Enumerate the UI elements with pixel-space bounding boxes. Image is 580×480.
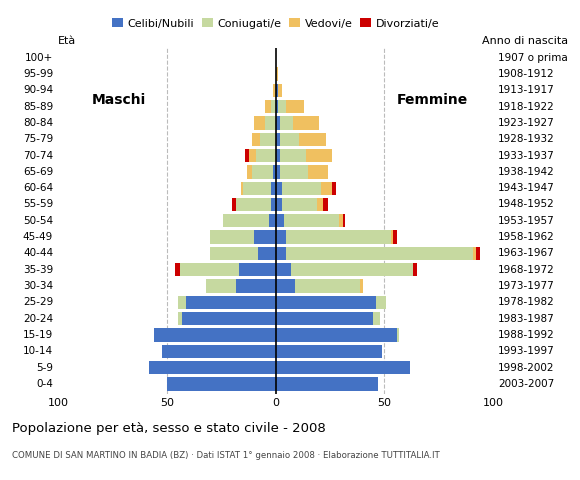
Bar — [252, 132, 260, 146]
Bar — [276, 345, 382, 358]
Bar — [376, 296, 386, 309]
Bar — [245, 149, 249, 162]
Bar — [276, 328, 397, 342]
Bar — [476, 247, 480, 260]
Bar — [273, 84, 276, 97]
Bar — [280, 149, 306, 162]
Legend: Celibi/Nubili, Coniugati/e, Vedovi/e, Divorziati/e: Celibi/Nubili, Coniugati/e, Vedovi/e, Di… — [107, 14, 444, 33]
Bar — [280, 132, 299, 146]
Bar — [295, 279, 360, 293]
Bar — [276, 230, 287, 244]
Bar — [252, 165, 273, 179]
Bar — [273, 165, 276, 179]
Bar — [167, 377, 276, 391]
Bar — [284, 214, 339, 228]
Bar — [282, 198, 317, 211]
Bar — [232, 198, 237, 211]
Bar — [238, 263, 276, 276]
Bar — [271, 198, 276, 211]
Bar — [236, 198, 271, 211]
Bar — [258, 247, 276, 260]
Bar — [393, 230, 397, 244]
Bar — [249, 149, 256, 162]
Bar — [276, 181, 282, 195]
Bar — [339, 214, 343, 228]
Bar — [287, 230, 391, 244]
Bar — [332, 181, 336, 195]
Bar — [177, 296, 186, 309]
Bar — [276, 377, 378, 391]
Text: Anno di nascita: Anno di nascita — [483, 36, 568, 46]
Text: Popolazione per età, sesso e stato civile - 2008: Popolazione per età, sesso e stato civil… — [12, 422, 325, 435]
Bar — [308, 165, 328, 179]
Text: Femmine: Femmine — [397, 93, 467, 107]
Bar — [237, 279, 276, 293]
Bar — [271, 181, 276, 195]
Bar — [223, 214, 269, 228]
Bar — [276, 214, 284, 228]
Bar — [287, 100, 304, 113]
Bar — [264, 116, 276, 130]
Bar — [391, 230, 393, 244]
Bar — [276, 361, 411, 374]
Bar — [276, 84, 278, 97]
Bar — [243, 181, 271, 195]
Bar — [293, 116, 319, 130]
Bar — [276, 116, 280, 130]
Bar — [271, 100, 276, 113]
Bar — [254, 116, 264, 130]
Bar — [210, 247, 258, 260]
Bar — [276, 198, 282, 211]
Bar — [306, 149, 332, 162]
Bar — [317, 198, 323, 211]
Bar — [282, 181, 321, 195]
Bar — [276, 100, 278, 113]
Text: Età: Età — [58, 36, 76, 47]
Bar — [256, 149, 276, 162]
Bar — [287, 247, 473, 260]
Text: COMUNE DI SAN MARTINO IN BADIA (BZ) · Dati ISTAT 1° gennaio 2008 · Elaborazione : COMUNE DI SAN MARTINO IN BADIA (BZ) · Da… — [12, 451, 440, 460]
Bar — [180, 263, 238, 276]
Bar — [412, 263, 417, 276]
Bar — [276, 279, 295, 293]
Bar — [473, 247, 476, 260]
Bar — [397, 328, 400, 342]
Bar — [247, 165, 252, 179]
Bar — [276, 149, 280, 162]
Bar — [276, 312, 374, 325]
Bar — [299, 132, 325, 146]
Bar — [276, 263, 291, 276]
Bar — [149, 361, 276, 374]
Bar — [269, 214, 276, 228]
Bar — [182, 312, 276, 325]
Bar — [291, 263, 412, 276]
Bar — [374, 312, 380, 325]
Bar — [278, 84, 282, 97]
Bar — [321, 181, 332, 195]
Bar — [162, 345, 276, 358]
Bar — [241, 181, 243, 195]
Bar — [276, 67, 278, 81]
Bar — [154, 328, 276, 342]
Bar — [276, 296, 376, 309]
Bar — [324, 198, 328, 211]
Bar — [276, 247, 287, 260]
Bar — [175, 263, 180, 276]
Bar — [260, 132, 276, 146]
Bar — [264, 100, 271, 113]
Bar — [343, 214, 345, 228]
Bar — [278, 100, 287, 113]
Bar — [276, 132, 280, 146]
Text: Maschi: Maschi — [92, 93, 146, 107]
Bar — [276, 165, 280, 179]
Bar — [177, 312, 182, 325]
Bar — [280, 116, 293, 130]
Bar — [280, 165, 308, 179]
Bar — [360, 279, 362, 293]
Bar — [254, 230, 276, 244]
Bar — [206, 279, 237, 293]
Bar — [186, 296, 276, 309]
Bar — [210, 230, 254, 244]
